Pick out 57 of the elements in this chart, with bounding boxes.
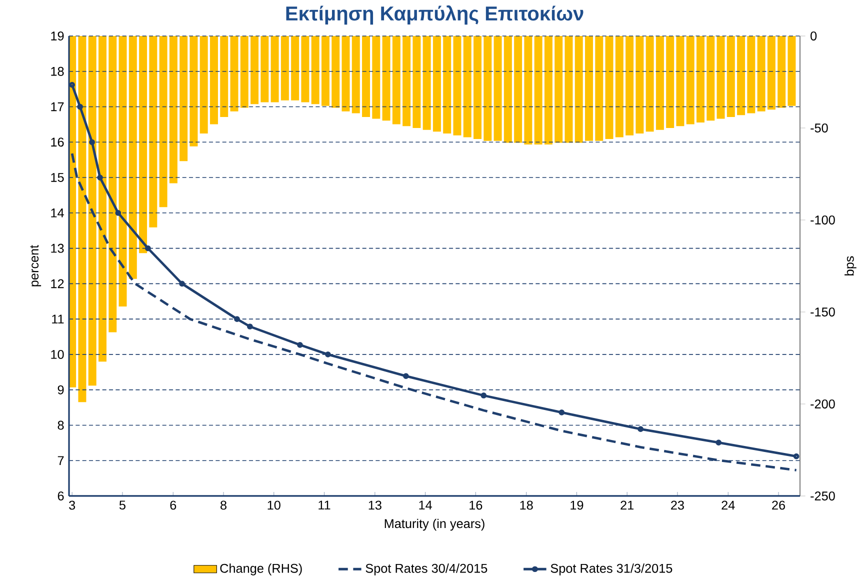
y-tick-label: 9 bbox=[58, 385, 64, 394]
point bbox=[403, 373, 409, 379]
legend-label: Spot Rates 30/4/2015 bbox=[366, 564, 488, 576]
legend-label: Change (RHS) bbox=[220, 564, 302, 576]
point bbox=[246, 324, 253, 330]
x-tick-label: 18 bbox=[520, 500, 533, 510]
chart-title: Εκτίμηση Καμπύλης Επιτοκίων bbox=[286, 5, 584, 25]
y2-tick-label: -100 bbox=[810, 216, 835, 224]
y2-axis-title: bps bbox=[844, 256, 856, 276]
x-tick-label: 19 bbox=[570, 500, 584, 510]
y-tick-label: 7 bbox=[58, 456, 64, 465]
y-tick-label: 12 bbox=[51, 279, 64, 288]
point bbox=[89, 139, 95, 146]
y-tick-label: 19 bbox=[51, 32, 64, 40]
y2-tick-label: -200 bbox=[810, 400, 835, 408]
x-tick-label: 6 bbox=[170, 500, 176, 510]
y-axis-title: percent bbox=[30, 244, 42, 286]
point bbox=[77, 104, 83, 110]
y-tick-label: 13 bbox=[51, 244, 64, 253]
y-tick-label: 8 bbox=[58, 420, 64, 430]
y2-tick-label: -250 bbox=[810, 492, 835, 500]
point bbox=[234, 316, 240, 322]
y-tick-label: 18 bbox=[51, 66, 64, 76]
point bbox=[115, 210, 122, 216]
y-tick-label: 14 bbox=[51, 208, 64, 218]
y2-tick-label: -50 bbox=[810, 124, 828, 132]
x-tick-label: 10 bbox=[268, 500, 280, 510]
y-tick-label: 10 bbox=[51, 350, 64, 359]
point bbox=[480, 392, 487, 398]
x-tick-label: 8 bbox=[220, 500, 226, 510]
legend-label: Spot Rates 31/3/2015 bbox=[550, 564, 672, 576]
y-tick-label: 15 bbox=[51, 173, 64, 182]
x-tick-label: 16 bbox=[470, 500, 482, 510]
point bbox=[97, 174, 103, 180]
x-axis-title: Maturity (in years) bbox=[384, 518, 484, 531]
x-tick-label: 5 bbox=[119, 500, 126, 510]
point bbox=[145, 245, 151, 252]
x-tick-label: 14 bbox=[419, 500, 432, 510]
x-tick-label: 3 bbox=[69, 500, 76, 510]
point bbox=[297, 342, 303, 348]
y-tick-label: 11 bbox=[52, 314, 64, 324]
y-tick-label: 17 bbox=[51, 102, 64, 112]
y2-tick-label: -150 bbox=[810, 308, 835, 316]
x-tick-label: 24 bbox=[722, 500, 735, 510]
y2-tick-label: 0 bbox=[810, 32, 817, 40]
point bbox=[179, 280, 185, 287]
point bbox=[558, 410, 565, 416]
x-tick-label: 26 bbox=[772, 500, 785, 510]
x-tick-label: 11 bbox=[318, 500, 330, 510]
y-tick-label: 16 bbox=[51, 138, 64, 147]
x-tick-label: 23 bbox=[671, 500, 684, 510]
x-tick-label: 21 bbox=[620, 500, 634, 510]
x-tick-label: 13 bbox=[368, 500, 382, 510]
point bbox=[638, 426, 644, 432]
point bbox=[325, 352, 331, 358]
point bbox=[716, 440, 722, 446]
y-tick-label: 6 bbox=[58, 492, 64, 500]
